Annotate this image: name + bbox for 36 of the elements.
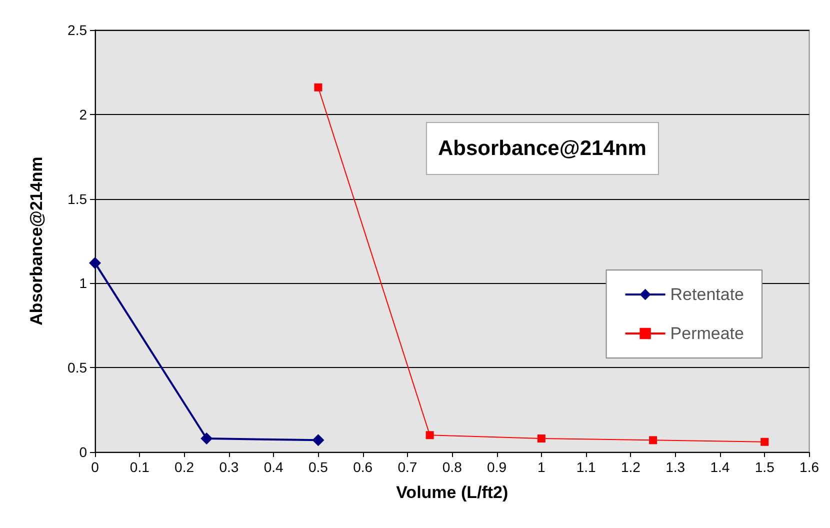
point — [89, 256, 101, 269]
x-tick-label: 0.6 — [353, 459, 373, 475]
text: Absorbance@214nm — [438, 137, 646, 160]
x-tick-label: 1.1 — [576, 459, 596, 475]
point — [649, 436, 658, 444]
x-tick-label: 0.3 — [219, 459, 239, 475]
x-tick-label: 1 — [538, 459, 546, 475]
x-tick-label: 0 — [91, 459, 100, 475]
x-tick-label: 1.5 — [754, 459, 775, 475]
y-tick-label: 0.5 — [68, 360, 88, 376]
x-tick-label: 1.6 — [800, 459, 820, 475]
legend-label: Retentate — [670, 285, 744, 304]
x-tick-label: 1.4 — [710, 459, 730, 475]
x-tick-label: 0.1 — [130, 459, 150, 475]
point — [537, 434, 546, 442]
x-tick-label: 0.4 — [264, 459, 284, 475]
point — [426, 431, 434, 440]
x-tick-label: 0.9 — [487, 459, 507, 475]
x-tick-label: 0.8 — [442, 459, 462, 475]
x-tick-label: 1.3 — [666, 459, 686, 475]
y-tick-label: 0 — [79, 444, 88, 460]
x-axis-title: Volume (L/ft2) — [396, 483, 508, 502]
y-tick-label: 2 — [79, 106, 88, 122]
x-tick-label: 1.2 — [620, 459, 641, 475]
point — [314, 83, 322, 92]
x-tick-label: 0.7 — [398, 459, 418, 475]
x-tick-label: 0.5 — [308, 459, 328, 475]
point — [760, 438, 769, 446]
legend-label: Permeate — [670, 324, 744, 343]
point — [200, 432, 213, 444]
point — [312, 434, 324, 446]
y-tick-label: 1.5 — [68, 190, 88, 207]
y-tick-label: 2.5 — [68, 22, 88, 38]
y-tick-label: 1 — [79, 275, 88, 292]
y-axis-title: Absorbance@214nm — [27, 156, 46, 326]
x-tick-label: 0.2 — [174, 459, 194, 475]
